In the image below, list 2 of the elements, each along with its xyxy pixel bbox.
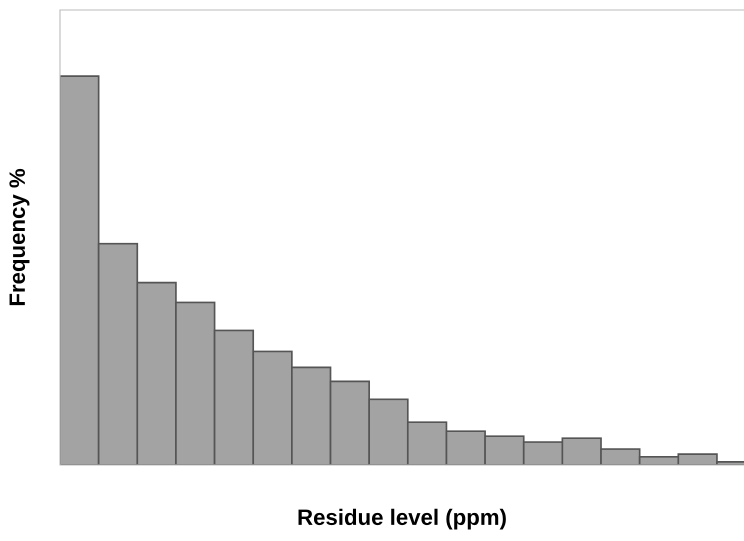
y-axis-title: Frequency %: [9, 168, 30, 306]
x-axis-title: Residue level (ppm): [298, 508, 506, 530]
